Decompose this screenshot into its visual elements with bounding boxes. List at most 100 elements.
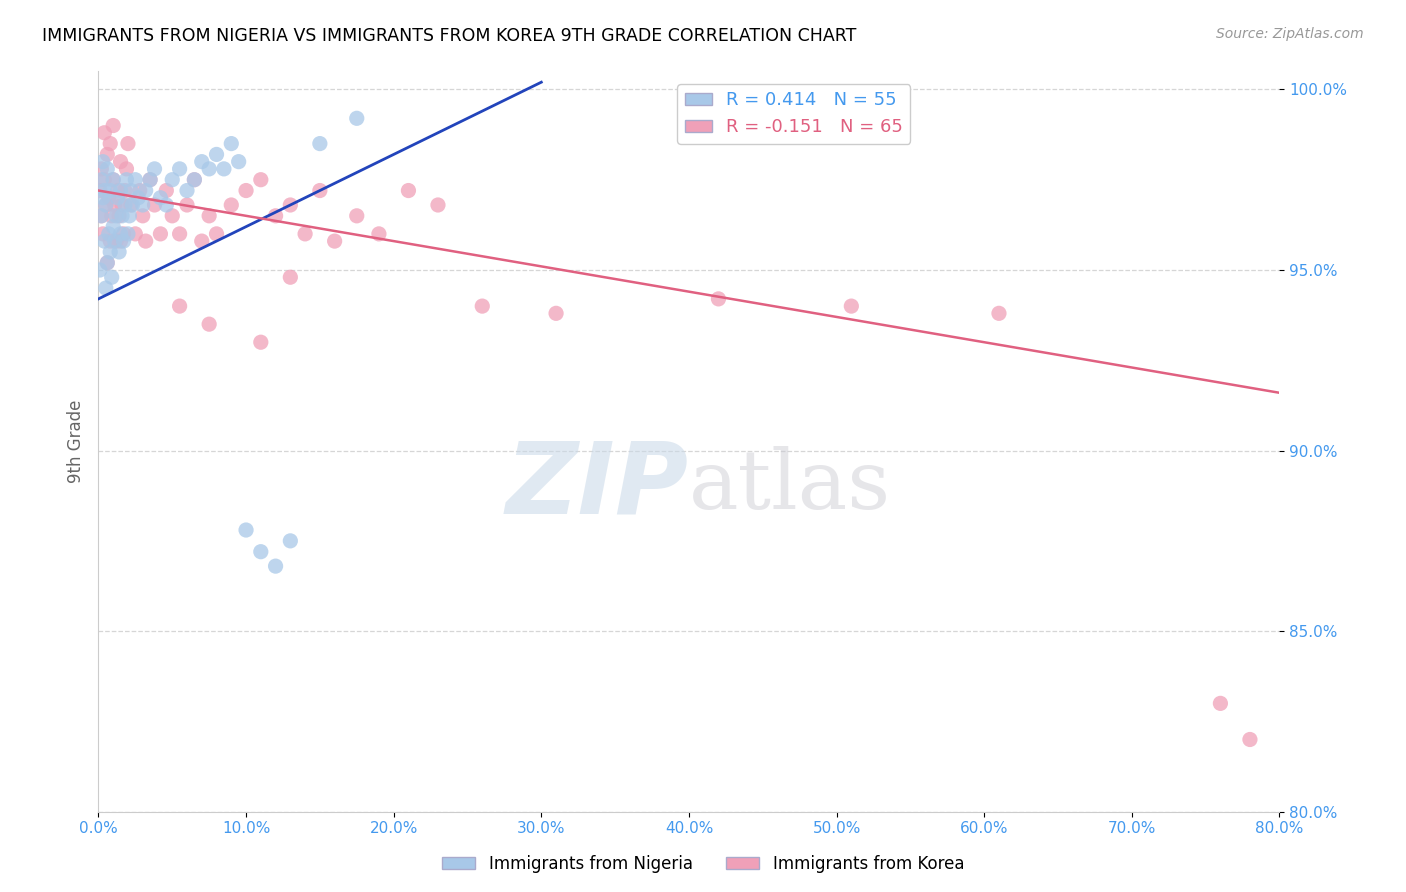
Point: [250, 172, 273, 186]
Point: [162, 209, 183, 223]
Point: [114, 184, 136, 198]
Point: [191, 234, 214, 248]
Point: [205, 227, 228, 241]
Text: atlas: atlas: [689, 446, 891, 526]
Point: [103, 172, 125, 186]
Point: [309, 184, 332, 198]
Point: [110, 227, 132, 241]
Point: [280, 198, 302, 212]
Point: [97, 227, 120, 241]
Point: [1239, 732, 1261, 747]
Point: [110, 154, 132, 169]
Point: [112, 234, 135, 248]
Point: [93, 234, 115, 248]
Point: [124, 227, 146, 241]
Point: [112, 227, 135, 241]
Point: [309, 136, 332, 151]
Point: [110, 234, 132, 248]
Point: [264, 209, 287, 223]
Point: [107, 191, 129, 205]
Point: [323, 234, 346, 248]
Point: [346, 209, 368, 223]
Point: [90, 209, 112, 223]
Point: [212, 161, 235, 176]
Point: [91, 227, 114, 241]
Point: [155, 184, 177, 198]
Point: [294, 227, 316, 241]
Point: [546, 306, 568, 320]
Point: [91, 154, 114, 169]
Point: [105, 234, 128, 248]
Text: Source: ZipAtlas.com: Source: ZipAtlas.com: [1216, 27, 1364, 41]
Point: [128, 184, 150, 198]
Point: [98, 136, 121, 151]
Point: [97, 191, 120, 205]
Point: [115, 161, 138, 176]
Point: [132, 209, 155, 223]
Point: [471, 299, 494, 313]
Point: [89, 184, 111, 198]
Point: [114, 198, 136, 212]
Point: [100, 270, 122, 285]
Text: ZIP: ZIP: [506, 437, 689, 534]
Point: [107, 184, 129, 198]
Point: [280, 270, 302, 285]
Point: [149, 227, 172, 241]
Point: [235, 523, 257, 537]
Point: [117, 227, 139, 241]
Point: [120, 198, 142, 212]
Point: [176, 184, 198, 198]
Point: [132, 198, 155, 212]
Point: [98, 184, 121, 198]
Point: [96, 256, 118, 270]
Point: [139, 172, 162, 186]
Legend: R = 0.414   N = 55, R = -0.151   N = 65: R = 0.414 N = 55, R = -0.151 N = 65: [678, 84, 910, 144]
Point: [198, 209, 221, 223]
Point: [427, 198, 450, 212]
Point: [988, 306, 1011, 320]
Point: [143, 161, 166, 176]
Point: [205, 147, 228, 161]
Point: [398, 184, 420, 198]
Point: [135, 234, 157, 248]
Point: [108, 209, 131, 223]
Point: [110, 184, 132, 198]
Point: [103, 119, 125, 133]
Point: [96, 161, 118, 176]
Point: [96, 256, 118, 270]
Y-axis label: 9th Grade: 9th Grade: [66, 400, 84, 483]
Point: [105, 209, 128, 223]
Point: [368, 227, 391, 241]
Point: [103, 219, 125, 234]
Point: [111, 209, 134, 223]
Point: [228, 154, 250, 169]
Point: [111, 198, 134, 212]
Point: [841, 299, 863, 313]
Point: [118, 209, 141, 223]
Point: [155, 198, 177, 212]
Point: [183, 172, 205, 186]
Point: [143, 198, 166, 212]
Legend: Immigrants from Nigeria, Immigrants from Korea: Immigrants from Nigeria, Immigrants from…: [436, 848, 970, 880]
Point: [103, 172, 125, 186]
Point: [191, 154, 214, 169]
Point: [108, 244, 131, 259]
Point: [115, 172, 138, 186]
Point: [93, 126, 115, 140]
Point: [264, 559, 287, 574]
Point: [100, 209, 122, 223]
Point: [135, 184, 157, 198]
Point: [250, 544, 273, 558]
Point: [280, 533, 302, 548]
Point: [93, 184, 115, 198]
Point: [149, 191, 172, 205]
Point: [91, 191, 114, 205]
Point: [90, 209, 112, 223]
Point: [90, 172, 112, 186]
Point: [250, 335, 273, 350]
Point: [89, 263, 111, 277]
Point: [346, 112, 368, 126]
Point: [221, 136, 243, 151]
Point: [104, 198, 127, 212]
Point: [127, 191, 149, 205]
